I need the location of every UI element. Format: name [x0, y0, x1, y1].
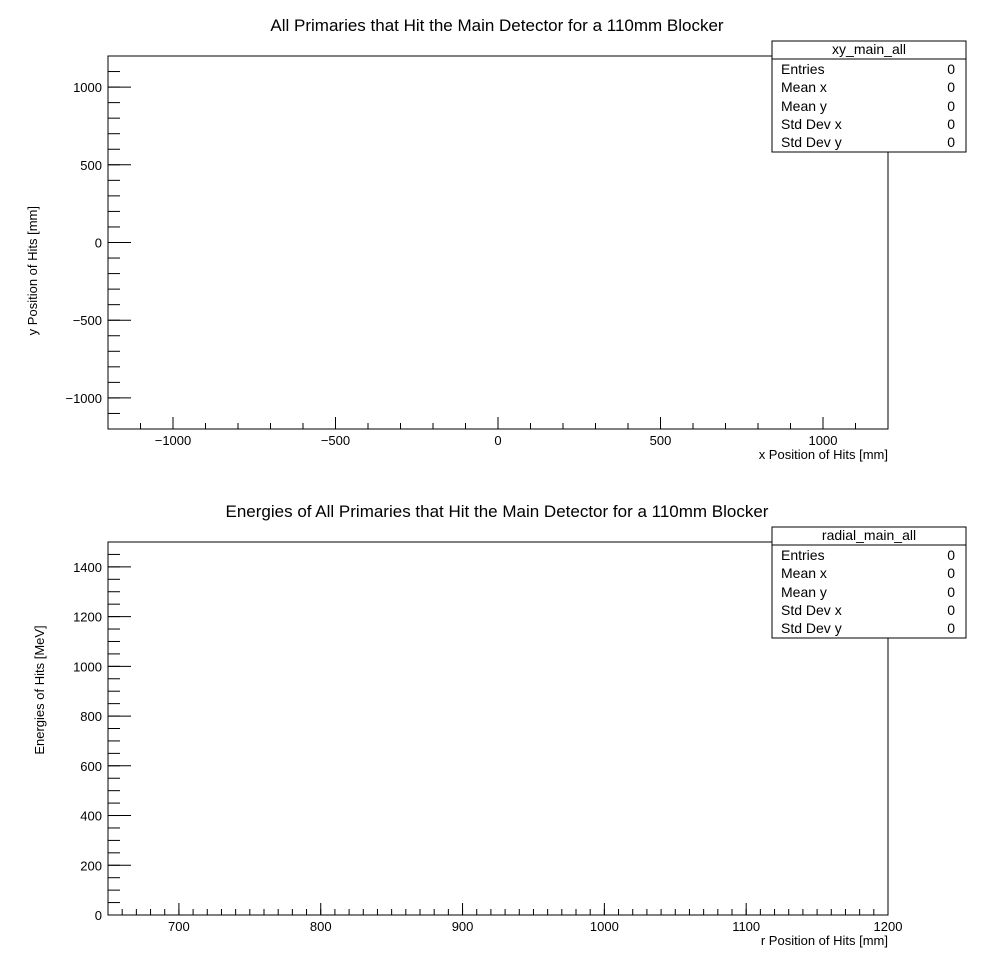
- stats-value: 0: [947, 116, 955, 132]
- plot1-x-axis: −1000 −500 0 500 1000: [107, 417, 889, 448]
- stats-label: Mean y: [781, 584, 827, 600]
- plot-xy-main: All Primaries that Hit the Main Detector…: [25, 16, 967, 462]
- stats-value: 0: [947, 602, 955, 618]
- stats-label: Std Dev x: [781, 116, 842, 132]
- y-tick-label: 0: [95, 908, 102, 923]
- plot2-y-axis: 0 200 400 600 800 1000 1200 1400: [73, 541, 131, 923]
- stats-label: Std Dev y: [781, 134, 842, 150]
- x-tick-label: 900: [452, 919, 474, 934]
- y-tick-label: 600: [80, 759, 102, 774]
- plot1-y-axis: −1000 −500 0 500 1000: [65, 55, 131, 430]
- x-tick-label: 1000: [590, 919, 619, 934]
- stats-value: 0: [947, 547, 955, 563]
- plot2-y-axis-label: Energies of Hits [MeV]: [32, 625, 47, 754]
- stats-label: Entries: [781, 547, 825, 563]
- y-tick-label: 1400: [73, 560, 102, 575]
- x-tick-label: 0: [494, 433, 501, 448]
- y-tick-label: −500: [73, 313, 102, 328]
- y-tick-label: 200: [80, 858, 102, 873]
- y-tick-label: 400: [80, 809, 102, 824]
- y-tick-label: 1000: [73, 659, 102, 674]
- stats-value: 0: [947, 584, 955, 600]
- stats-label: Mean x: [781, 79, 827, 95]
- plot2-stats-box: radial_main_all Entries 0 Mean x 0 Mean …: [771, 526, 967, 639]
- plot2-x-axis-label: r Position of Hits [mm]: [761, 933, 888, 948]
- plot1-y-axis-label: y Position of Hits [mm]: [25, 206, 40, 335]
- y-tick-label: −1000: [65, 391, 102, 406]
- plot-radial-main: Energies of All Primaries that Hit the M…: [32, 502, 967, 948]
- x-tick-label: 800: [310, 919, 332, 934]
- y-tick-label: 1200: [73, 610, 102, 625]
- stats-value: 0: [947, 79, 955, 95]
- y-tick-label: 1000: [73, 80, 102, 95]
- stats-label: Mean x: [781, 565, 827, 581]
- stats-value: 0: [947, 134, 955, 150]
- stats-value: 0: [947, 565, 955, 581]
- x-tick-label: 700: [168, 919, 190, 934]
- stats-label: Std Dev x: [781, 602, 842, 618]
- stats-label: Std Dev y: [781, 620, 842, 636]
- x-tick-label: 1000: [809, 433, 838, 448]
- plot2-stats-name: radial_main_all: [822, 527, 916, 543]
- plot1-stats-name: xy_main_all: [832, 41, 906, 57]
- y-tick-label: 0: [95, 236, 102, 251]
- plot1-title: All Primaries that Hit the Main Detector…: [270, 16, 724, 35]
- x-tick-label: −500: [321, 433, 350, 448]
- stats-value: 0: [947, 61, 955, 77]
- stats-label: Entries: [781, 61, 825, 77]
- plot1-frame: [107, 55, 889, 430]
- y-tick-label: 500: [80, 158, 102, 173]
- x-tick-label: 500: [650, 433, 672, 448]
- plot1-x-axis-label: x Position of Hits [mm]: [759, 447, 888, 462]
- x-tick-label: −1000: [155, 433, 192, 448]
- x-tick-label: 1100: [732, 919, 760, 934]
- plot2-x-axis: 700 800 900 1000 1100 1200: [107, 903, 903, 934]
- plot2-title: Energies of All Primaries that Hit the M…: [226, 502, 769, 521]
- stats-value: 0: [947, 620, 955, 636]
- x-tick-label: 1200: [874, 919, 903, 934]
- stats-value: 0: [947, 98, 955, 114]
- y-tick-label: 800: [80, 709, 102, 724]
- plot1-stats-box: xy_main_all Entries 0 Mean x 0 Mean y 0 …: [771, 40, 967, 153]
- plot2-frame: [107, 541, 889, 916]
- stats-label: Mean y: [781, 98, 827, 114]
